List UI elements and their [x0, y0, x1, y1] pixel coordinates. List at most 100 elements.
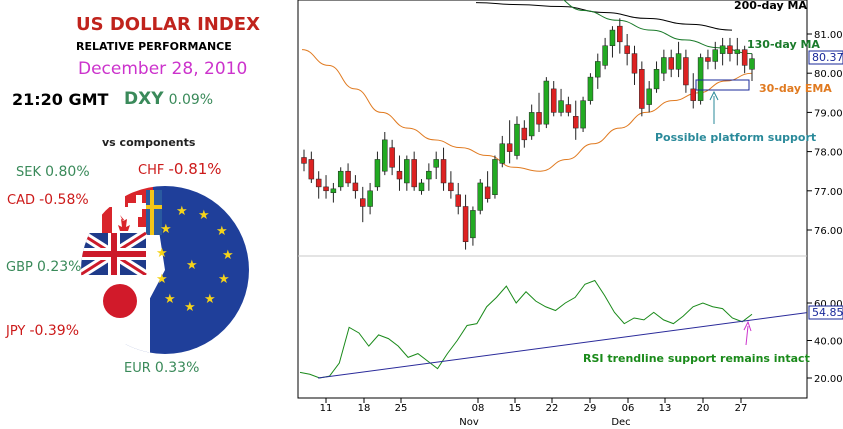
- platform-support-box: [695, 79, 750, 91]
- component-value: 0.23%: [36, 259, 82, 275]
- candle-body: [536, 112, 542, 125]
- dxy-readout: DXY 0.09%: [124, 89, 213, 109]
- date-label: December 28, 2010: [78, 59, 248, 79]
- candle-body: [653, 69, 660, 90]
- arrow-head-icon: [709, 90, 719, 101]
- x-tick-label: 13: [659, 403, 672, 414]
- last-rsi-value: 54.85: [812, 306, 843, 319]
- component-jpy: JPY -0.39%: [6, 323, 79, 339]
- candle-body: [506, 143, 513, 152]
- candle-body: [631, 53, 638, 74]
- platform-support-annotation: Possible platform support: [655, 131, 816, 144]
- time-label: 21:20 GMT: [12, 90, 109, 109]
- candle-body: [448, 182, 454, 192]
- component-code: SEK: [16, 165, 41, 180]
- candle-body: [455, 194, 461, 207]
- svg-text:★: ★: [204, 292, 216, 307]
- candle-body: [477, 182, 484, 211]
- x-tick-label: 15: [509, 403, 522, 414]
- x-tick-label: 29: [584, 403, 597, 414]
- component-code: JPY: [6, 324, 26, 339]
- rsi-line: [299, 279, 753, 379]
- page-subtitle: RELATIVE PERFORMANCE: [76, 40, 232, 53]
- candle-body: [624, 45, 630, 54]
- eu-stars-icon: ★ ★ ★ ★ ★ ★ ★ ★ ★ ★ ★ ★: [156, 204, 234, 315]
- candle-body: [580, 100, 586, 129]
- candle-body: [572, 116, 579, 129]
- candle-body: [308, 159, 315, 180]
- candle-body: [411, 159, 417, 188]
- svg-text:★: ★: [160, 222, 172, 237]
- rsi-tick-label: 20.00: [814, 374, 843, 385]
- last-price-box: [808, 50, 843, 65]
- candle-body: [330, 188, 337, 194]
- eu-flag-segment: [120, 186, 249, 354]
- candle-body: [492, 159, 498, 195]
- x-tick-label: 18: [358, 403, 371, 414]
- components-heading: vs components: [102, 136, 196, 149]
- candle-body: [470, 210, 476, 239]
- candle-body: [433, 159, 439, 168]
- component-value: -0.39%: [29, 323, 80, 339]
- rsi-tick-label: 60.00: [814, 299, 843, 310]
- svg-text:★: ★: [156, 246, 168, 261]
- candle-body: [301, 157, 307, 164]
- svg-text:★: ★: [184, 300, 196, 315]
- candle-body: [741, 49, 748, 66]
- component-value: 0.80%: [45, 164, 90, 180]
- candle-body: [389, 147, 395, 168]
- component-value: 0.33%: [154, 360, 200, 376]
- component-code: CHF: [138, 163, 165, 178]
- candle-body: [595, 61, 601, 78]
- component-code: EUR: [124, 361, 151, 376]
- rsi-tick-label: 40.00: [814, 337, 843, 348]
- candle-body: [404, 159, 410, 184]
- candle-body: [374, 159, 381, 188]
- ma130-line: [563, 0, 753, 55]
- svg-text:★: ★: [176, 204, 188, 219]
- svg-text:★: ★: [186, 258, 198, 273]
- currency-flags-pie: ★ ★ ★ ★ ★ ★ ★ ★ ★ ★ ★ ★: [81, 186, 249, 354]
- price-tick-label: 80.00: [814, 69, 843, 80]
- candle-body: [462, 206, 469, 243]
- x-month-label: Dec: [611, 417, 630, 428]
- candle-body: [418, 182, 425, 192]
- svg-text:★: ★: [198, 208, 210, 223]
- rsi-annotation: RSI trendline support remains intact: [583, 352, 810, 365]
- component-value: -0.81%: [168, 160, 222, 178]
- candle-body: [484, 186, 491, 199]
- component-code: GBP: [6, 260, 33, 275]
- last-price-value: 80.37: [812, 51, 843, 64]
- candle-body: [315, 178, 322, 188]
- candle-body: [440, 159, 447, 184]
- ema30-line: [301, 49, 753, 172]
- candle-body: [543, 80, 550, 125]
- candle-body: [668, 57, 674, 70]
- candle-body: [396, 170, 403, 180]
- candle-body: [727, 45, 733, 54]
- x-month-label: Nov: [459, 417, 479, 428]
- candle-body: [499, 143, 506, 164]
- candle-body: [734, 49, 741, 54]
- x-tick-label: 06: [622, 403, 635, 414]
- candle-body: [690, 88, 696, 101]
- ma200-line: [475, 2, 733, 31]
- arrow-head-icon: [743, 320, 752, 332]
- ema30-label: 30-day EMA: [759, 82, 832, 95]
- candle-body: [352, 182, 359, 192]
- x-tick-label: 22: [546, 403, 559, 414]
- candle-body: [617, 25, 623, 43]
- rsi-trendline: [317, 312, 808, 379]
- candle-body: [661, 57, 667, 74]
- price-tick-label: 76.00: [814, 226, 843, 237]
- candle-body: [749, 58, 755, 70]
- x-tick-label: 11: [320, 403, 333, 414]
- component-cad: CAD -0.58%: [7, 192, 89, 208]
- candle-body: [550, 88, 557, 113]
- svg-text:★: ★: [164, 292, 176, 307]
- dxy-value: 0.09%: [168, 92, 214, 108]
- candle-body: [587, 76, 594, 101]
- candle-body: [565, 104, 572, 113]
- component-code: CAD: [7, 193, 35, 208]
- x-tick-label: 20: [697, 403, 710, 414]
